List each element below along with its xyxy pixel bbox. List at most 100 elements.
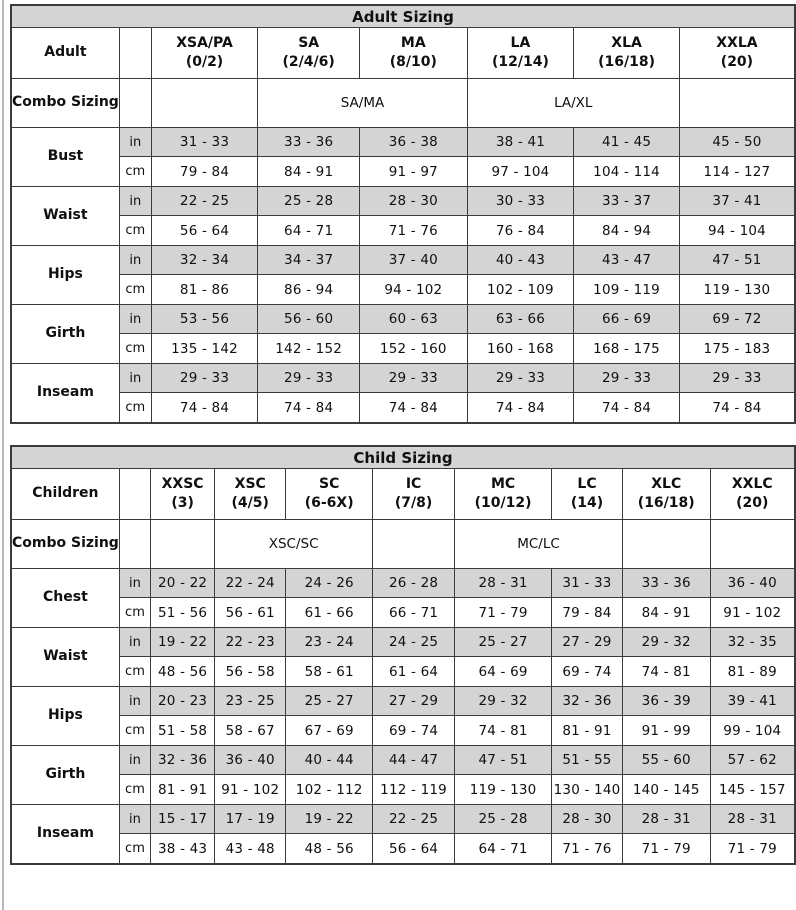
adult-sizing-table: Adult Sizing Adult XSA/PA (0/2) SA (2/4/6) MA (… (10, 4, 796, 424)
size-header-cell: XXLA (20) (678, 27, 796, 79)
unit-label-in: in (118, 245, 152, 275)
size-range: (12/14) (492, 54, 549, 70)
measurement-value-cell: 44 - 47 (372, 745, 456, 775)
measurement-value-cell: 28 - 31 (454, 568, 553, 598)
measurement-value-cell: 74 - 81 (621, 656, 711, 687)
measurement-value-cell: 22 - 25 (372, 804, 456, 834)
measurement-value-cell: 61 - 66 (285, 597, 374, 628)
measurement-value-cell: 29 - 33 (678, 363, 796, 393)
size-range: (2/4/6) (282, 54, 335, 70)
combo-sizing-cell: XSC/SC (214, 519, 374, 569)
measurement-value-cell: 24 - 25 (372, 627, 456, 657)
measurement-value-cell: 71 - 79 (709, 833, 796, 865)
measurement-value-cell: 33 - 36 (621, 568, 711, 598)
measurement-label: Girth (10, 745, 120, 805)
measurement-value-cell: 175 - 183 (678, 333, 796, 364)
measurement-value-cell: 112 - 119 (372, 774, 456, 805)
measurement-label: Hips (10, 686, 120, 746)
unit-label-in: in (118, 686, 152, 716)
measurement-value-cell: 25 - 27 (454, 627, 553, 657)
measurement-value-cell: 152 - 160 (359, 333, 468, 364)
combo-sizing-cell (709, 519, 796, 569)
measurement-value-cell: 40 - 44 (285, 745, 374, 775)
measurement-value-cell: 28 - 31 (621, 804, 711, 834)
measurement-value-cell: 27 - 29 (372, 686, 456, 716)
measurement-value-cell: 36 - 38 (359, 127, 468, 157)
adult-row-waist-in: Waist in 22 - 25 25 - 28 28 - 30 30 - 33 33 - … (10, 186, 796, 246)
measurement-value-cell: 48 - 56 (285, 833, 374, 865)
measurement-value-cell: 37 - 40 (359, 245, 468, 275)
measurement-value-cell: 71 - 79 (454, 597, 553, 628)
unit-label-cm: cm (118, 715, 152, 746)
adult-row-inseam-in: Inseam in 29 - 33 29 - 33 29 - 33 29 - 33 29 -… (10, 363, 796, 424)
unit-label-cm: cm (118, 333, 152, 364)
measurement-value-cell: 94 - 102 (359, 274, 468, 305)
measurement-value-cell: 40 - 43 (466, 245, 575, 275)
measurement-value-cell: 130 - 140 (551, 774, 623, 805)
unit-label-in: in (118, 568, 152, 598)
measurement-value-cell: 19 - 22 (285, 804, 374, 834)
size-header-cell: XXLC (20) (709, 468, 796, 520)
measurement-value-cell: 81 - 91 (551, 715, 623, 746)
measurement-value-cell: 25 - 28 (454, 804, 553, 834)
measurement-value-cell: 71 - 76 (551, 833, 623, 865)
size-name: XLC (651, 476, 682, 493)
measurement-value-cell: 36 - 40 (214, 745, 287, 775)
size-range: (7/8) (394, 495, 433, 511)
measurement-value-cell: 60 - 63 (359, 304, 468, 334)
measurement-value-cell: 33 - 37 (573, 186, 680, 216)
size-range: (20) (736, 495, 769, 511)
measurement-value-cell: 32 - 36 (150, 745, 216, 775)
size-range: (16/18) (637, 495, 695, 511)
measurement-value-cell: 69 - 74 (372, 715, 456, 746)
measurement-value-cell: 76 - 84 (466, 215, 575, 246)
combo-sizing-cell (678, 78, 796, 128)
measurement-value-cell: 74 - 84 (466, 392, 575, 424)
measurement-label: Bust (10, 127, 120, 187)
size-name: MA (400, 35, 426, 52)
measurement-value-cell: 86 - 94 (257, 274, 360, 305)
measurement-value-cell: 36 - 39 (621, 686, 711, 716)
measurement-value-cell: 57 - 62 (709, 745, 796, 775)
child-combo-row: Combo Sizing XSC/SC MC/LC (10, 519, 796, 569)
measurement-value-cell: 24 - 26 (285, 568, 374, 598)
measurement-value-cell: 29 - 33 (150, 363, 259, 393)
measurement-value-cell: 168 - 175 (573, 333, 680, 364)
unit-label-in: in (118, 363, 152, 393)
size-header-cell: SA (2/4/6) (257, 27, 360, 79)
measurement-value-cell: 27 - 29 (551, 627, 623, 657)
measurement-value-cell: 41 - 45 (573, 127, 680, 157)
size-name: XXLA (716, 35, 758, 52)
measurement-value-cell: 26 - 28 (372, 568, 456, 598)
measurement-value-cell: 29 - 33 (359, 363, 468, 393)
child-row-waist-cm: cm 48 - 56 56 - 58 58 - 61 61 - 64 64 - 69 69 … (11, 656, 796, 687)
page: Adult Sizing Adult XSA/PA (0/2) SA (2/4/6) MA (… (10, 4, 796, 865)
measurement-value-cell: 69 - 74 (551, 656, 623, 687)
size-header-cell: XXSC (3) (150, 468, 216, 520)
unit-column-blank-cell (118, 27, 152, 79)
size-name: MC (490, 476, 516, 493)
size-name: XSC (234, 476, 266, 493)
measurement-value-cell: 81 - 89 (709, 656, 796, 687)
combo-sizing-cell: SA/MA (257, 78, 468, 128)
size-range: (16/18) (598, 54, 655, 70)
measurement-label: Chest (10, 568, 120, 628)
measurement-value-cell: 32 - 35 (709, 627, 796, 657)
child-combo-label: Combo Sizing (10, 519, 120, 569)
measurement-value-cell: 91 - 99 (621, 715, 711, 746)
measurement-value-cell: 51 - 55 (551, 745, 623, 775)
measurement-value-cell: 39 - 41 (709, 686, 796, 716)
child-row-chest-cm: cm 51 - 56 56 - 61 61 - 66 66 - 71 71 - 79 79 … (11, 597, 796, 628)
measurement-value-cell: 69 - 72 (678, 304, 796, 334)
size-header-cell: XSC (4/5) (214, 468, 287, 520)
adult-combo-label: Combo Sizing (10, 78, 120, 128)
child-row-girth-in: Girth in 32 - 36 36 - 40 40 - 44 44 - 47 47 - … (10, 745, 796, 805)
size-range: (20) (720, 54, 754, 70)
measurement-value-cell: 79 - 84 (551, 597, 623, 628)
measurement-value-cell: 22 - 24 (214, 568, 287, 598)
measurement-value-cell: 91 - 102 (709, 597, 796, 628)
measurement-value-cell: 43 - 48 (214, 833, 287, 865)
measurement-value-cell: 51 - 58 (150, 715, 216, 746)
size-header-cell: SC (6-6X) (285, 468, 374, 520)
measurement-value-cell: 29 - 32 (454, 686, 553, 716)
